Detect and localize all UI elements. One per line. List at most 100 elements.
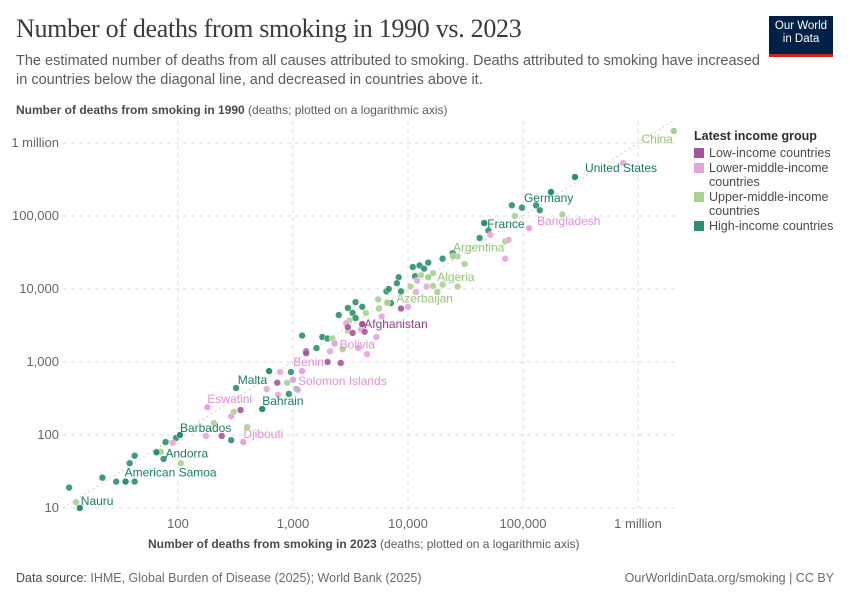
data-point [335,311,343,319]
point-label: Algeria [437,270,475,284]
data-point [372,333,380,341]
data-point [65,484,73,492]
data-point [210,419,218,427]
point-label: Djibouti [243,427,283,441]
chart-title: Number of deaths from smoking in 1990 vs… [16,14,522,43]
legend-item-low[interactable]: Low-income countries [694,146,848,160]
data-point [420,265,428,273]
x-tick-label: 100,000 [500,516,547,531]
legend: Latest income group Low-income countries… [694,129,848,234]
data-point [385,285,393,293]
data-point [439,280,447,289]
owid-logo[interactable]: Our World in Data [769,16,833,57]
data-point-barbados [176,431,184,439]
data-point-djibouti [239,438,247,446]
data-point-benin [298,367,306,375]
point-label: Solomon Islands [298,374,387,388]
data-point-china [670,127,678,135]
data-point-eswatini [203,403,211,411]
data-point [169,439,177,447]
y-tick-label: 10,000 [19,281,59,296]
point-label: Malta [238,373,268,387]
legend-swatch [694,192,704,202]
data-point [412,288,420,296]
data-point-nauru [76,504,84,512]
x-tick-label: 100 [167,516,189,531]
data-point [339,345,347,353]
y-tick-label: 1,000 [26,354,59,369]
data-point [160,455,168,463]
data-point [131,452,139,460]
data-point-afghanistan [358,320,366,328]
point-label: Andorra [165,446,208,460]
data-point [344,323,352,331]
data-point [536,206,544,214]
y-axis-title-rest: (deaths; plotted on a logarithmic axis) [244,103,448,117]
source-link[interactable]: OurWorldinData.org/smoking | CC BY [624,571,834,585]
data-point [395,273,403,281]
data-point [501,255,509,263]
data-point [126,459,134,467]
data-point [351,298,360,306]
data-point-american-samoa [121,477,130,486]
data-point [406,282,415,291]
data-point [439,255,447,263]
data-point [274,391,282,399]
chart-subtitle: The estimated number of deaths from all … [16,53,760,88]
data-point [344,304,352,312]
data-point [324,358,332,366]
point-label: Eswatini [207,392,252,406]
data-point [177,459,185,467]
point-label: Bahrain [262,394,303,408]
data-point [361,328,369,336]
data-point [619,159,627,167]
data-point [404,303,412,311]
legend-item-upper-middle[interactable]: Upper-middle-income countries [694,190,848,218]
data-point [202,432,210,440]
data-point [454,282,462,291]
legend-swatch [694,148,704,158]
x-tick-label: 1 million [614,516,662,531]
data-point [358,303,366,311]
y-axis-title-bold: Number of deaths from smoking in 1990 [16,103,245,117]
y-tick-label: 100,000 [12,208,59,223]
point-label: France [487,217,525,231]
data-point-germany [547,188,555,196]
data-point-malta [265,367,273,375]
data-point [433,288,441,296]
data-point [486,231,494,239]
legend-swatch [694,163,704,173]
data-point [98,474,106,482]
data-point [351,314,360,322]
point-label: Germany [524,191,573,205]
y-tick-label: 100 [37,427,59,442]
legend-items: Low-income countries Lower-middle-income … [694,146,848,233]
point-label: Argentina [453,240,505,254]
data-point [429,269,437,277]
x-axis-title-bold: Number of deaths from smoking in 2023 [148,537,377,551]
data-point [112,477,120,486]
data-point [161,438,170,446]
data-point-solomon-islands [289,376,297,384]
legend-title: Latest income group [694,129,817,143]
legend-item-high[interactable]: High-income countries [694,219,848,233]
legend-swatch [694,221,704,231]
data-point [378,312,386,321]
legend-item-lower-middle[interactable]: Lower-middle-income countries [694,161,848,189]
data-point [511,212,519,220]
data-point [508,201,516,209]
data-point [417,271,425,279]
legend-label: Low-income countries [709,146,831,160]
data-point-bangladesh [525,224,533,232]
data-point [362,309,370,317]
data-point [354,344,362,352]
data-point [287,368,295,376]
data-point [302,349,310,357]
x-axis-title: Number of deaths from smoking in 2023 (d… [148,537,580,551]
point-label: China [641,132,673,146]
point-label: Nauru [81,494,114,508]
data-point [131,477,139,486]
data-point-bolivia [330,339,339,347]
data-point [243,423,251,431]
